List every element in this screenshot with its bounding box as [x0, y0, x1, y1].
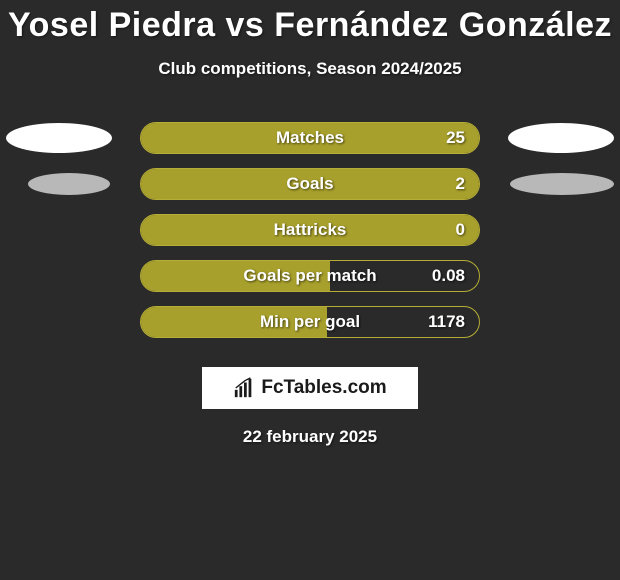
stat-value: 1178	[428, 312, 465, 332]
player2-marker	[508, 123, 614, 153]
player1-marker	[6, 123, 112, 153]
comparison-infographic: Yosel Piedra vs Fernández González Club …	[0, 0, 620, 447]
player1-marker	[28, 173, 110, 195]
stat-label: Matches	[276, 128, 344, 148]
stat-row: Goals 2	[0, 161, 620, 207]
page-title: Yosel Piedra vs Fernández González	[8, 6, 612, 45]
stat-bar: Goals per match 0.08	[140, 260, 480, 292]
stat-row: Goals per match 0.08	[0, 253, 620, 299]
stat-label: Goals per match	[243, 266, 376, 286]
stat-bar: Hattricks 0	[140, 214, 480, 246]
player2-marker	[510, 173, 614, 195]
subtitle: Club competitions, Season 2024/2025	[158, 59, 461, 79]
stat-label: Min per goal	[260, 312, 360, 332]
stats-chart: Matches 25 Goals 2 Hattricks 0 Goals per match…	[0, 115, 620, 345]
barchart-icon	[233, 377, 255, 399]
logo-text: FcTables.com	[261, 377, 386, 399]
stat-bar: Min per goal 1178	[140, 306, 480, 338]
stat-label: Goals	[286, 174, 333, 194]
stat-row: Hattricks 0	[0, 207, 620, 253]
fctables-logo[interactable]: FcTables.com	[202, 367, 418, 409]
stat-row: Matches 25	[0, 115, 620, 161]
stat-label: Hattricks	[274, 220, 347, 240]
stat-bar: Goals 2	[140, 168, 480, 200]
stat-bar: Matches 25	[140, 122, 480, 154]
stat-value: 0.08	[432, 266, 465, 286]
stat-value: 2	[456, 174, 465, 194]
chart-date: 22 february 2025	[243, 427, 377, 447]
stat-value: 25	[446, 128, 465, 148]
stat-row: Min per goal 1178	[0, 299, 620, 345]
stat-value: 0	[456, 220, 465, 240]
